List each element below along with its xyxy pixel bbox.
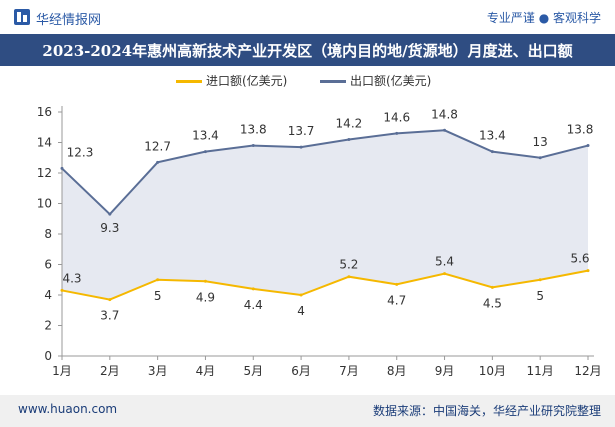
import-point: [108, 298, 112, 302]
import-data-label: 4: [297, 304, 305, 318]
import-data-label: 4.7: [387, 293, 406, 307]
brand-name: 华经情报网: [36, 13, 102, 28]
import-point: [490, 285, 494, 289]
import-point: [299, 293, 303, 297]
top-bar: 华经情报网 专业严谨 ● 客观科学: [0, 0, 615, 34]
y-tick-label: 0: [44, 349, 52, 363]
x-tick-label: 3月: [148, 364, 168, 378]
import-data-label: 5: [154, 289, 162, 303]
x-tick-label: 5月: [243, 364, 263, 378]
export-data-label: 13: [533, 135, 548, 149]
x-tick-label: 8月: [387, 364, 407, 378]
y-tick-label: 14: [37, 136, 52, 150]
import-data-label: 4.9: [196, 290, 215, 304]
export-data-label: 9.3: [100, 221, 119, 235]
import-data-label: 5: [536, 289, 544, 303]
x-tick-label: 9月: [435, 364, 455, 378]
import-point: [60, 288, 64, 292]
export-point: [586, 144, 590, 148]
export-data-label: 13.4: [479, 129, 506, 143]
export-data-label: 14.8: [431, 107, 458, 121]
export-point: [443, 128, 447, 132]
import-point: [251, 287, 255, 291]
footer-source: 数据来源：中国海关，华经产业研究院整理: [372, 404, 601, 418]
export-point: [395, 131, 399, 135]
import-data-label: 4.3: [62, 271, 81, 285]
y-tick-label: 2: [44, 319, 52, 333]
export-point: [490, 150, 494, 154]
export-data-label: 14.2: [336, 116, 363, 130]
x-tick-label: 11月: [527, 364, 554, 378]
y-tick-label: 6: [44, 258, 52, 272]
export-point: [203, 150, 207, 154]
y-tick-label: 16: [37, 105, 52, 119]
import-point: [156, 278, 160, 282]
legend-import-label: 进口额(亿美元): [206, 74, 288, 88]
export-point: [60, 166, 64, 170]
import-point: [538, 278, 542, 282]
export-data-label: 12.7: [144, 139, 171, 153]
brand-tagline: 专业严谨 ● 客观科学: [486, 11, 601, 25]
x-tick-label: 10月: [479, 364, 506, 378]
x-tick-label: 4月: [196, 364, 216, 378]
x-tick-label: 12月: [574, 364, 601, 378]
export-point: [299, 145, 303, 149]
export-point: [108, 212, 112, 216]
legend-import-swatch: [176, 80, 202, 83]
legend-import: 进口额(亿美元): [176, 72, 287, 89]
legend-export-swatch: [320, 80, 346, 83]
y-tick-label: 4: [44, 288, 52, 302]
export-point: [347, 137, 351, 141]
export-data-label: 13.8: [240, 123, 267, 137]
fill-between-area: [62, 130, 588, 300]
legend-export-label: 出口额(亿美元): [350, 74, 432, 88]
import-point: [395, 282, 399, 286]
title-bar: 2023-2024年惠州高新技术产业开发区（境内目的地/货源地）月度进、出口额: [0, 34, 615, 66]
export-point: [538, 156, 542, 160]
import-data-label: 4.4: [244, 298, 263, 312]
import-data-label: 4.5: [483, 296, 502, 310]
import-data-label: 5.4: [435, 255, 454, 269]
import-data-label: 3.7: [100, 309, 119, 323]
legend-export: 出口额(亿美元): [320, 72, 431, 89]
export-data-label: 13.4: [192, 129, 219, 143]
import-series-line: [61, 269, 589, 301]
x-tick-label: 2月: [100, 364, 120, 378]
line-chart: 0 2 4 6 8 10 12 14 16 1月 2月 3月 4月 5月 6月 7月 8月 9月 10月 11月 12月…: [37, 105, 602, 378]
y-tick-label: 8: [44, 227, 52, 241]
y-tick-label: 12: [37, 166, 52, 180]
x-tick-label: 7月: [339, 364, 359, 378]
footer-bar: www.huaon.com 数据来源：中国海关，华经产业研究院整理: [0, 395, 615, 427]
import-point: [203, 279, 207, 283]
chart-legend: 进口额(亿美元) 出口额(亿美元): [0, 72, 615, 92]
import-point: [443, 272, 447, 276]
export-data-label: 13.8: [567, 123, 594, 137]
export-point: [156, 160, 160, 164]
import-data-label: 5.6: [570, 252, 589, 266]
huajing-logo-icon: [14, 9, 30, 25]
import-point: [347, 275, 351, 279]
export-point: [251, 144, 255, 148]
y-tick-label: 10: [37, 197, 52, 211]
import-data-label: 5.2: [339, 258, 358, 272]
footer-url: www.huaon.com: [18, 402, 118, 416]
import-point: [586, 269, 590, 273]
x-tick-label: 6月: [291, 364, 311, 378]
export-data-label: 12.3: [67, 145, 94, 159]
export-series-line: [61, 129, 589, 216]
export-data-label: 14.6: [383, 110, 410, 124]
x-tick-label: 1月: [52, 364, 72, 378]
chart-title: 2023-2024年惠州高新技术产业开发区（境内目的地/货源地）月度进、出口额: [42, 42, 573, 60]
export-data-label: 13.7: [288, 124, 315, 138]
